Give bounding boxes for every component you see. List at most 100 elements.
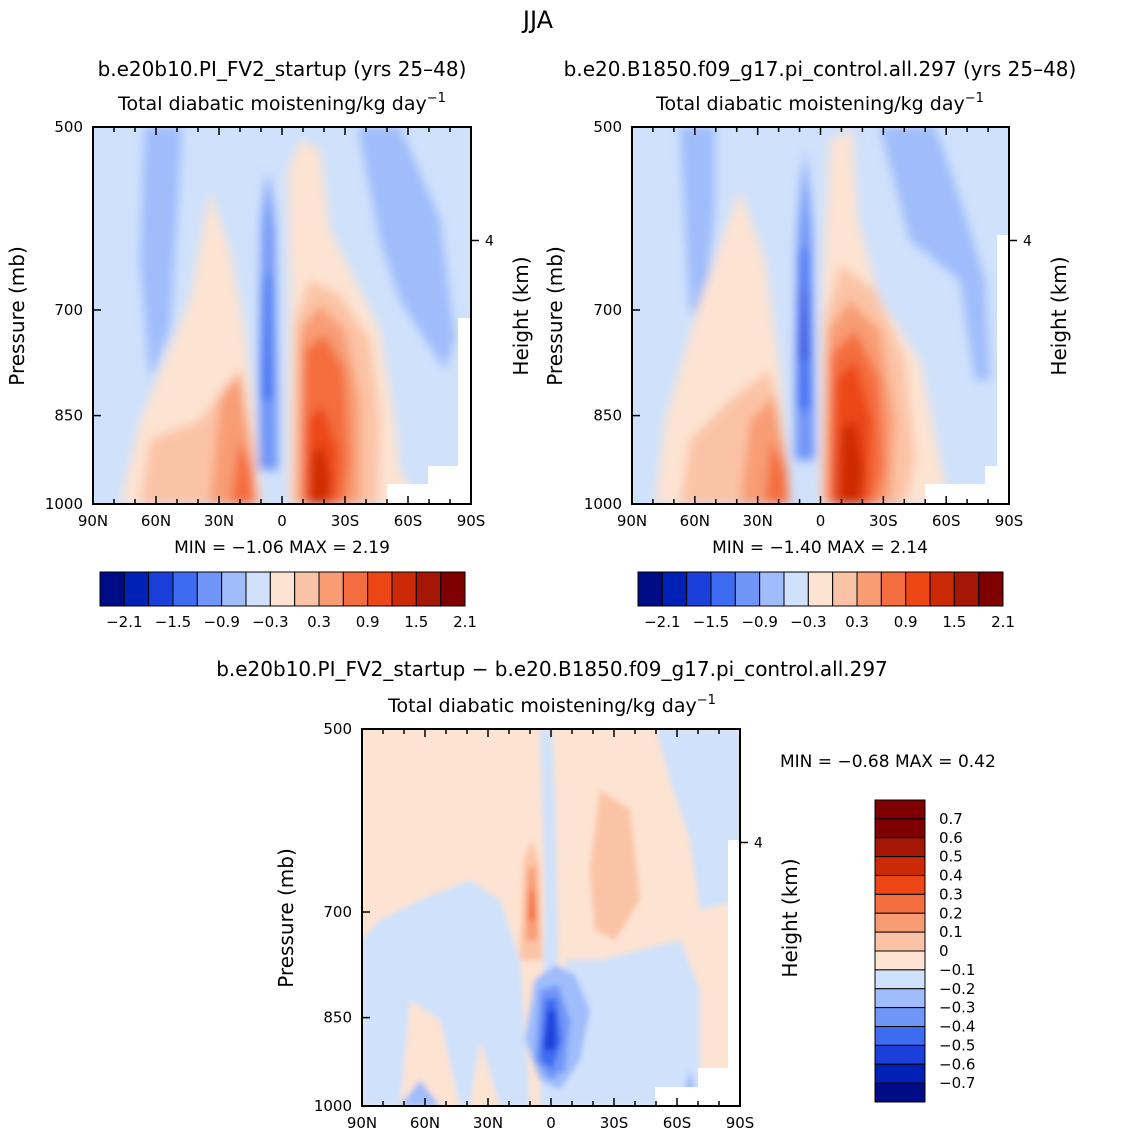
colorbar-label: 2.1: [991, 613, 1015, 631]
x-tick-label: 60S: [663, 1114, 692, 1132]
left-minmax: MIN = −1.06 MAX = 2.19: [174, 538, 390, 558]
x-tick-label: 60S: [932, 512, 961, 530]
diff-colorbar-swatch: [874, 969, 926, 990]
x-tick-label: 60N: [141, 512, 171, 530]
diff-axis-ticks: 90N 60N 30N 0 30S 60S 90S 500 700 850 1000 4: [314, 720, 763, 1132]
diff-colorbar-label: 0.3: [939, 885, 963, 903]
diff-colorbar-label: −0.6: [939, 1055, 975, 1073]
figure-title: JJA: [521, 6, 554, 34]
x-tick-label: 30S: [331, 512, 360, 530]
colorbar-swatch: [832, 571, 858, 607]
colorbar-swatch: [221, 571, 247, 607]
diff-colorbar-swatch: [874, 837, 926, 858]
colorbar-swatch: [905, 571, 931, 607]
colorbar-swatch: [123, 571, 150, 607]
colorbar-swatch: [367, 571, 393, 607]
diff-colorbar-label: 0.1: [939, 923, 963, 941]
x-tick-label: 90N: [347, 1114, 377, 1132]
colorbar-swatch: [99, 571, 125, 607]
y-tick-label: 1000: [45, 495, 83, 513]
colorbar-swatch: [880, 571, 907, 607]
diff-panel: Total diabatic moistening/kg day−1: [274, 693, 996, 1132]
left-missing-data-patch: [428, 466, 471, 486]
x-tick-label: 90N: [617, 512, 647, 530]
diff-colorbar-label: 0.5: [939, 848, 963, 866]
y-tick-label: 1000: [584, 495, 622, 513]
colorbar-swatch: [269, 571, 296, 607]
y-tick-label: 500: [593, 118, 622, 136]
x-tick-label: 90N: [78, 512, 108, 530]
diff-colorbar-swatch: [874, 950, 926, 971]
x-tick-label: 30S: [869, 512, 898, 530]
diff-colorbar-swatch: [874, 1007, 926, 1027]
diff-colorbar: 0.70.60.50.40.30.20.10−0.1−0.2−0.3−0.4−0…: [874, 799, 975, 1103]
x-tick-label: 90S: [457, 512, 486, 530]
colorbar-label: −2.1: [644, 613, 680, 631]
left-y2label: Height (km): [509, 256, 533, 375]
colorbar-swatch: [807, 571, 834, 607]
right-ylabel: Pressure (mb): [543, 246, 567, 386]
diff-ylabel: Pressure (mb): [274, 848, 298, 988]
right-panel: Total diabatic moistening/kg day−1: [543, 91, 1071, 558]
diff-colorbar-label: −0.5: [939, 1036, 975, 1054]
y-tick-label: 500: [323, 720, 352, 738]
colorbar-swatch: [415, 571, 442, 607]
colorbar-swatch: [783, 571, 809, 607]
colorbar-label: 2.1: [453, 613, 477, 631]
colorbar-swatch: [440, 571, 466, 607]
diff-colorbar-label: −0.4: [939, 1018, 975, 1036]
diff-minmax: MIN = −0.68 MAX = 0.42: [780, 752, 996, 772]
left-panel: Total diabatic moistening/kg day−1: [5, 91, 533, 558]
diff-colorbar-swatch: [874, 875, 926, 895]
y-tick-label: 500: [54, 118, 83, 136]
x-tick-label: 60N: [680, 512, 710, 530]
right-panel-title: b.e20.B1850.f09_g17.pi_control.all.297 (…: [564, 57, 1077, 81]
colorbar-label: −0.3: [790, 613, 826, 631]
y-tick-label: 850: [593, 407, 622, 425]
left-axis-ticks: 90N 60N 30N 0 30S 60S 90S 500 700 850 1000 4: [45, 118, 494, 530]
y-tick-label: 700: [54, 301, 83, 319]
diff-panel-subtitle: Total diabatic moistening/kg day−1: [387, 693, 716, 717]
diff-colorbar-label: 0.6: [939, 829, 963, 847]
colorbar-swatch: [172, 571, 198, 607]
diff-colorbar-swatch: [874, 818, 926, 839]
right-minmax: MIN = −1.40 MAX = 2.14: [712, 538, 928, 558]
colorbar-swatch: [318, 571, 344, 607]
colorbar-swatch: [734, 571, 761, 607]
y2-tick-label: 4: [754, 835, 763, 851]
y2-tick-label: 4: [485, 233, 494, 249]
diff-panel-title: b.e20b10.PI_FV2_startup − b.e20.B1850.f0…: [216, 657, 888, 681]
colorbar-swatch: [686, 571, 712, 607]
colorbar-label: 1.5: [404, 613, 428, 631]
right-heatmap: [632, 127, 1009, 504]
colorbar-swatch: [759, 571, 785, 607]
colorbar-label: 1.5: [942, 613, 966, 631]
right-missing-data-patch: [985, 466, 1009, 486]
diff-colorbar-swatch: [874, 893, 926, 914]
colorbar-label: −1.5: [693, 613, 729, 631]
colorbar-label: −2.1: [106, 613, 142, 631]
colorbar-swatch: [342, 571, 369, 607]
right-y2label: Height (km): [1047, 256, 1071, 375]
diff-colorbar-label: −0.2: [939, 980, 975, 998]
diff-colorbar-swatch: [874, 1026, 926, 1046]
colorbar-label: −0.9: [741, 613, 777, 631]
colorbar-label: 0.3: [845, 613, 869, 631]
left-panel-subtitle: Total diabatic moistening/kg day−1: [117, 91, 446, 115]
colorbar-swatch: [196, 571, 223, 607]
right-axis-ticks: 90N 60N 30N 0 30S 60S 90S 500 700 850 1000 4: [584, 118, 1032, 530]
y-tick-label: 850: [54, 407, 83, 425]
colorbar-swatch: [710, 571, 736, 607]
x-tick-label: 60S: [394, 512, 423, 530]
y-tick-label: 850: [323, 1009, 352, 1027]
diff-colorbar-swatch: [874, 1082, 926, 1103]
left-colorbar: −2.1 −1.5 −0.9 −0.3 0.3 0.9 1.5 2.1: [99, 571, 477, 631]
diff-missing-data-patch: [698, 1068, 740, 1088]
x-tick-label: 0: [816, 512, 826, 530]
diff-colorbar-label: 0: [939, 942, 949, 960]
x-tick-label: 0: [546, 1114, 556, 1132]
x-tick-label: 90S: [995, 512, 1024, 530]
left-panel-title: b.e20b10.PI_FV2_startup (yrs 25–48): [98, 57, 467, 81]
right-missing-data-patch: [997, 235, 1009, 470]
